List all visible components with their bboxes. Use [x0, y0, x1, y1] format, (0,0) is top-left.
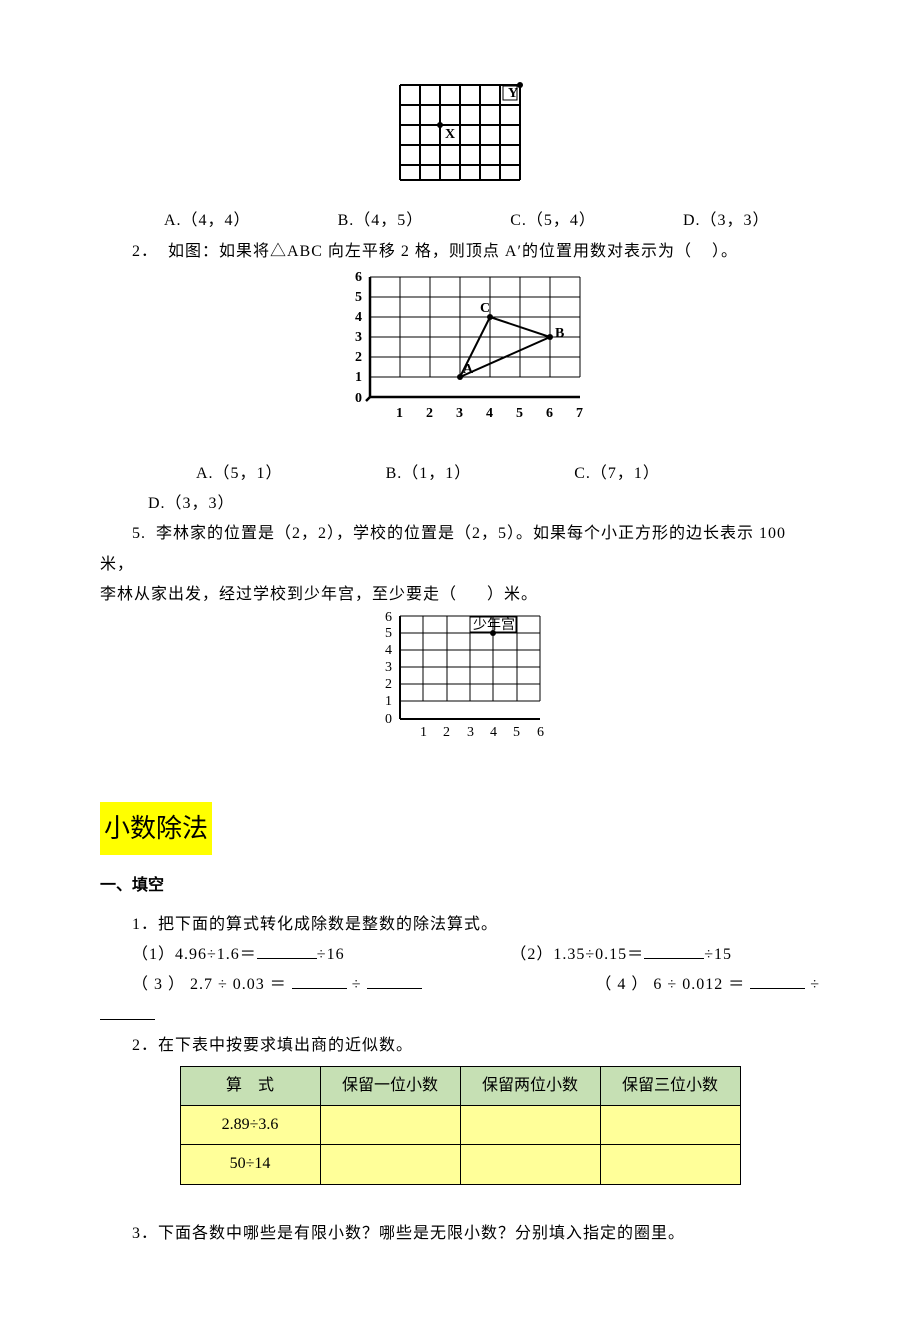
blank-icon	[367, 973, 422, 989]
blank-icon	[644, 943, 704, 959]
svg-text:3: 3	[456, 406, 463, 421]
fill1-p2-r: ÷15	[704, 946, 732, 963]
fill1-p3-l: （ 3 ） 2.7 ÷ 0.03 ＝	[132, 976, 292, 993]
fill1-p4-m: ÷	[805, 976, 820, 993]
svg-text:5: 5	[355, 290, 362, 305]
fill1-header: 1．把下面的算式转化成除数是整数的除法算式。	[100, 910, 820, 940]
svg-text:1: 1	[420, 725, 427, 740]
svg-text:5: 5	[385, 626, 392, 641]
svg-text:3: 3	[385, 660, 392, 675]
svg-text:X: X	[445, 127, 455, 142]
fill2-header: 2．在下表中按要求填出商的近似数。	[100, 1031, 820, 1061]
table-row: 2.89÷3.6	[180, 1106, 740, 1145]
svg-text:6: 6	[546, 406, 553, 421]
figure-1-xy-grid: X Y	[100, 80, 820, 196]
fill3-header: 3．下面各数中哪些是有限小数？哪些是无限小数？分别填入指定的圈里。	[100, 1219, 820, 1249]
q2-options: A.（5，1） B.（1，1） C.（7，1） D.（3，3）	[100, 459, 820, 520]
svg-text:1: 1	[385, 694, 392, 709]
svg-text:6: 6	[537, 725, 544, 740]
section-title: 小数除法	[100, 802, 212, 855]
svg-text:0: 0	[355, 391, 362, 406]
svg-text:4: 4	[385, 643, 392, 658]
table-cell	[320, 1145, 460, 1184]
svg-text:2: 2	[355, 350, 362, 365]
figure-2-triangle: A C B 0 1 2 3 4 5 6 1 2 3 4 5 6 7	[100, 267, 820, 448]
table-header: 保留三位小数	[600, 1066, 740, 1105]
table-cell	[460, 1145, 600, 1184]
q1-option-a: A.（4，4）	[132, 206, 251, 236]
svg-text:0: 0	[385, 712, 392, 727]
blank-icon	[257, 943, 317, 959]
table-cell	[460, 1106, 600, 1145]
fill1-row2: （ 3 ） 2.7 ÷ 0.03 ＝ ÷ （ 4 ） 6 ÷ 0.012 ＝ ÷	[132, 970, 820, 1000]
q2-option-b: B.（1，1）	[338, 459, 472, 489]
blank-icon	[750, 973, 805, 989]
svg-text:1: 1	[355, 370, 362, 385]
svg-text:3: 3	[355, 330, 362, 345]
q5-line1: 5. 李林家的位置是（2，2），学校的位置是（2，5）。如果每个小正方形的边长表…	[100, 519, 820, 580]
svg-text:7: 7	[576, 406, 583, 421]
fill1-p3-m: ÷	[347, 976, 367, 993]
table-cell: 50÷14	[180, 1145, 320, 1184]
blank-icon	[292, 973, 347, 989]
svg-text:A: A	[463, 362, 474, 377]
svg-text:5: 5	[516, 406, 523, 421]
table-header: 保留两位小数	[460, 1066, 600, 1105]
table-header-row: 算 式 保留一位小数 保留两位小数 保留三位小数	[180, 1066, 740, 1105]
svg-text:5: 5	[513, 725, 520, 740]
svg-text:3: 3	[467, 725, 474, 740]
q2-option-a: A.（5，1）	[148, 459, 283, 489]
q2-text: 2． 如图：如果将△ABC 向左平移 2 格，则顶点 A′的位置用数对表示为（ …	[100, 237, 820, 267]
svg-text:2: 2	[443, 725, 450, 740]
q1-options: A.（4，4） B.（4，5） C.（5，4） D.（3，3）	[100, 206, 820, 236]
svg-text:6: 6	[385, 611, 392, 625]
table-header: 保留一位小数	[320, 1066, 460, 1105]
table-row: 50÷14	[180, 1145, 740, 1184]
fill1-p2-l: （2）1.35÷0.15＝	[510, 946, 644, 963]
table-cell	[600, 1145, 740, 1184]
svg-text:6: 6	[355, 270, 362, 285]
q1-option-b: B.（4，5）	[306, 206, 424, 236]
blank-icon	[100, 1004, 155, 1020]
fill1-p1-r: ÷16	[317, 946, 345, 963]
table-cell	[320, 1106, 460, 1145]
svg-text:4: 4	[490, 725, 497, 740]
table-cell: 2.89÷3.6	[180, 1106, 320, 1145]
svg-text:4: 4	[486, 406, 493, 421]
q1-option-d: D.（3，3）	[651, 206, 770, 236]
table-header: 算 式	[180, 1066, 320, 1105]
table-cell	[600, 1106, 740, 1145]
svg-text:4: 4	[355, 310, 362, 325]
figure-3-youth-palace: 少年宫 0 1 2 3 4 5 6 1 2 3 4 5 6	[100, 611, 820, 762]
fill1-p4-l: （ 4 ） 6 ÷ 0.012 ＝	[595, 976, 750, 993]
svg-text:1: 1	[396, 406, 403, 421]
fill1-p1-l: （1）4.96÷1.6＝	[132, 946, 257, 963]
svg-text:2: 2	[385, 677, 392, 692]
approximation-table: 算 式 保留一位小数 保留两位小数 保留三位小数 2.89÷3.6 50÷14	[180, 1066, 741, 1185]
q5-line2: 李林从家出发，经过学校到少年宫，至少要走（ ）米。	[100, 580, 820, 610]
section-subtitle: 一、填空	[100, 871, 820, 901]
q1-option-c: C.（5，4）	[478, 206, 596, 236]
svg-text:2: 2	[426, 406, 433, 421]
svg-text:B: B	[555, 326, 564, 341]
fill1-row1: （1）4.96÷1.6＝ ÷16 （2）1.35÷0.15＝ ÷15	[132, 940, 820, 970]
svg-text:C: C	[480, 301, 490, 316]
q2-option-d: D.（3，3）	[100, 489, 235, 519]
q2-option-c: C.（7，1）	[526, 459, 660, 489]
